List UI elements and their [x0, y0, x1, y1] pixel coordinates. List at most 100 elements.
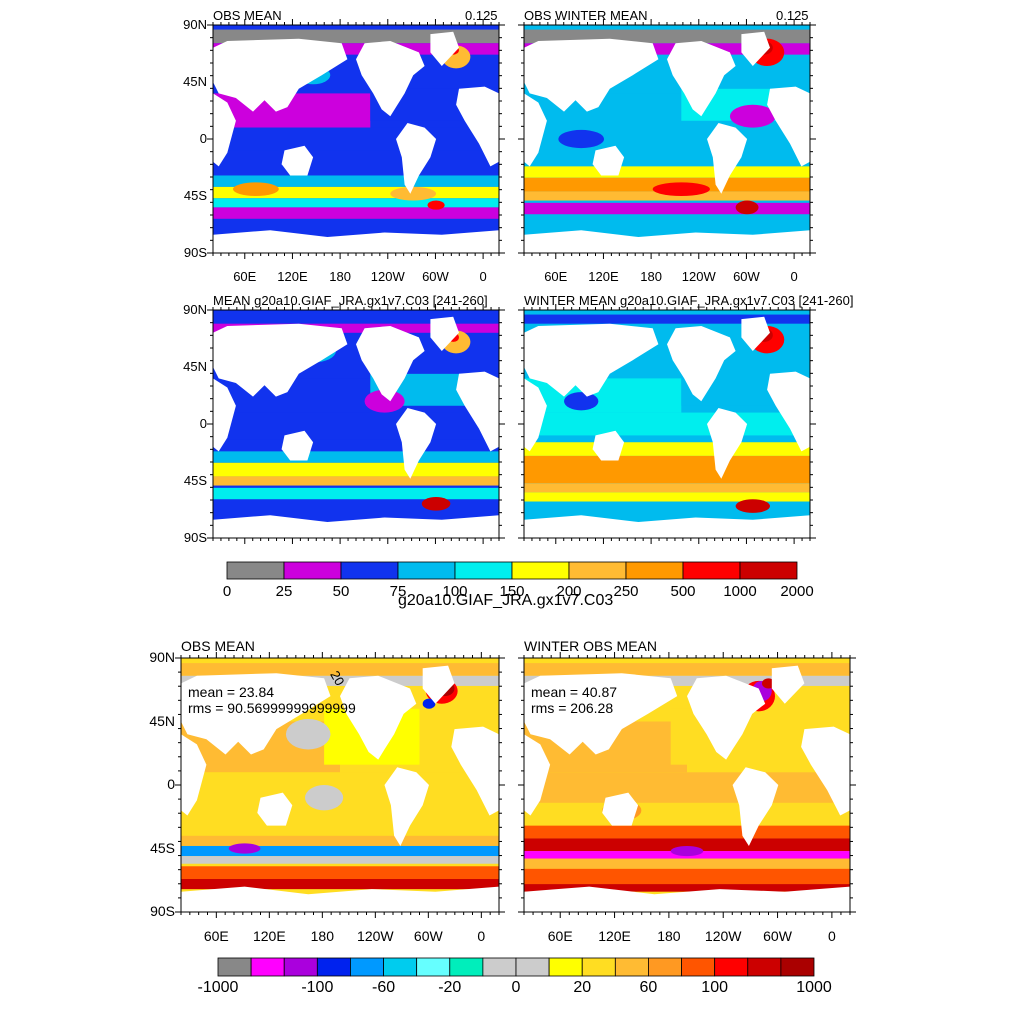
top-lat-label: 90N: [183, 17, 207, 32]
p6-map: [524, 658, 850, 912]
top-lon-label: 120E: [588, 269, 619, 284]
bottom-lon-label: 120E: [252, 928, 286, 944]
p6-field-band-5: [524, 825, 850, 839]
p5-field-band-9: [181, 878, 499, 890]
bottom-colorbar-swatch: [283, 957, 318, 977]
p6-land-northAmerica: [687, 675, 766, 760]
bottom-lon-label: 60W: [763, 928, 792, 944]
top-lon-label: 180: [640, 269, 662, 284]
p5-field-blob-0: [305, 785, 344, 811]
p4-land-antarctica: [524, 515, 810, 538]
p6-field-blob-3: [670, 845, 704, 857]
p5-land-southAmerica: [384, 767, 429, 846]
bottom-colorbar-swatch: [350, 957, 384, 977]
top-lon-label: 120W: [681, 269, 716, 284]
top-colorbar-swatch: [454, 561, 513, 580]
top-colorbar-tick-label: 0: [222, 583, 232, 600]
top-lat-label: 90S: [183, 245, 207, 260]
p3-field-band-7: [213, 476, 499, 486]
bottom-lon-label: 0: [827, 928, 836, 944]
p6-land-africaWest: [524, 734, 551, 816]
top-lat-label: 90S: [183, 530, 207, 545]
p5-land-africaWest: [181, 734, 207, 816]
p1-field-band-4: [213, 127, 499, 151]
p4-land-australia: [592, 430, 625, 461]
top-lat-label: 45S: [183, 473, 207, 488]
p3-land-africaWest: [213, 378, 236, 452]
bottom-colorbar-swatch: [648, 957, 682, 977]
top-lon-label: 60E: [544, 269, 568, 284]
bottom-colorbar-swatch: [581, 957, 616, 977]
bottom-colorbar-swatch: [780, 957, 815, 977]
p4-land-eurasia: [524, 323, 659, 397]
p5-mean: mean = 23.84: [188, 684, 275, 700]
p5-field-blob-4: [422, 698, 436, 709]
bottom-lon-label: 60E: [547, 928, 573, 944]
p1-field-band-7: [213, 198, 499, 208]
p1-land-greenland: [430, 31, 459, 66]
top-colorbar-tick-label: 100: [442, 583, 468, 600]
p2-land-africa: [767, 86, 810, 167]
top-colorbar-swatch: [340, 561, 399, 580]
p5-rms: rms = 90.56999999999999: [188, 700, 356, 716]
bottom-lon-label: 120W: [357, 928, 394, 944]
top-colorbar-tick-label: 2000: [780, 583, 814, 600]
top-colorbar-swatch: [511, 561, 570, 580]
p6-field-band-0: [524, 663, 850, 676]
p6-rms: rms = 206.28: [531, 700, 614, 716]
p2-land-southAmerica: [707, 123, 748, 194]
bottom-colorbar-tick-label: 60: [639, 979, 658, 996]
bottom-colorbar-swatch: [449, 957, 484, 977]
top-colorbar-swatch: [682, 561, 741, 580]
top-lon-label: 60E: [233, 269, 257, 284]
p5-title: OBS MEAN: [181, 638, 255, 654]
p6-field-band-10: [524, 884, 850, 892]
p5-field-band-6: [181, 845, 499, 857]
p5-land-africa: [451, 726, 499, 816]
p2-land-antarctica: [524, 230, 810, 253]
p1-land-eurasia: [213, 38, 348, 112]
p5-field-blob-5: [228, 843, 261, 854]
p4-field-band-1: [524, 323, 810, 333]
top-colorbar-tick-label: 150: [499, 583, 525, 600]
bottom-lat-label: 90N: [149, 649, 175, 665]
p3-title: MEAN g20a10.GIAF_JRA.gx1v7.C03 [241-260]: [213, 293, 488, 308]
p5-field-blob-1: [285, 718, 331, 750]
p2-title-right: 0.125: [776, 8, 809, 23]
top-colorbar-title: g20a10.GIAF_JRA.gx1v7.C03: [398, 592, 614, 609]
p6-land-australia: [602, 792, 639, 826]
p2-field-blob-0: [558, 129, 605, 149]
p5-land-australia: [257, 792, 293, 826]
p1-field-blob-5: [427, 200, 445, 210]
bottom-colorbar-swatch: [548, 957, 583, 977]
p2-field-band-7: [524, 191, 810, 201]
p2-land-africaWest: [524, 93, 547, 167]
p6-land-southAmerica: [732, 767, 779, 846]
bottom-lat-label: 45N: [149, 712, 175, 729]
p1-map: [213, 25, 499, 253]
top-colorbar-swatch: [397, 561, 456, 580]
p2-field-blob-5: [735, 200, 759, 215]
p3-land-southAmerica: [396, 408, 437, 479]
top-lon-label: 60W: [733, 269, 760, 284]
bottom-colorbar-tick-label: 100: [701, 979, 728, 996]
p3-land-eurasia: [213, 323, 348, 397]
p4-land-africa: [767, 371, 810, 452]
top-colorbar-swatch: [625, 561, 684, 580]
p6-land-antarctica: [524, 886, 850, 912]
p2-field-band-5: [524, 166, 810, 178]
top-lat-label: 45N: [183, 359, 207, 374]
top-lat-label: 0: [199, 131, 207, 146]
p5-field-band-1: [181, 675, 499, 686]
bottom-lon-label: 120W: [704, 928, 742, 944]
bottom-colorbar-tick-label: -1000: [197, 979, 239, 996]
bottom-colorbar-tick-label: -100: [301, 979, 334, 996]
bottom-lon-label: 180: [657, 928, 681, 944]
p5-field-band-7: [181, 856, 499, 864]
p3-field-band-4: [213, 412, 499, 440]
p1-field-blob-4: [390, 186, 437, 201]
p4-land-southAmerica: [707, 408, 748, 479]
bottom-colorbar-swatch: [515, 957, 550, 977]
bottom-lat-label: 45S: [150, 839, 175, 856]
